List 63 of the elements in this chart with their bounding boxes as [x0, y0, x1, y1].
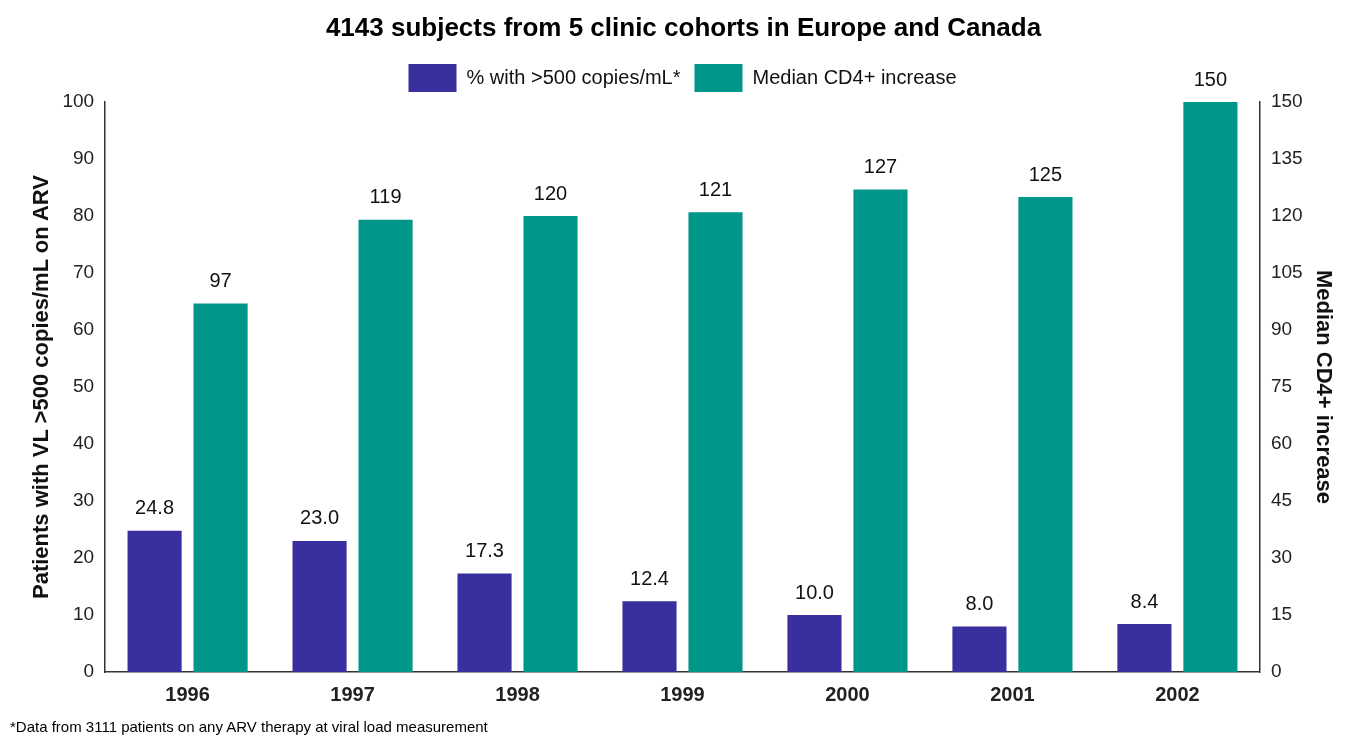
y2-tick-label: 120 — [1270, 204, 1303, 226]
bar — [523, 216, 578, 672]
y2-axis-title: Median CD4+ increase — [1311, 269, 1337, 505]
y-tick-label: 40 — [72, 432, 95, 454]
data-label: 10.0 — [795, 580, 834, 603]
y2-tick-label: 135 — [1270, 147, 1303, 169]
x-tick-label: 2002 — [1155, 682, 1200, 705]
bar — [358, 219, 413, 672]
y2-tick-label: 60 — [1270, 432, 1293, 454]
x-tick-label: 1999 — [660, 682, 705, 705]
y2-tick-label: 105 — [1270, 261, 1303, 283]
y2-tick-label: 75 — [1270, 375, 1293, 397]
y-tick-label: 50 — [72, 375, 95, 397]
bar — [1018, 197, 1073, 672]
data-label: 12.4 — [630, 566, 669, 589]
data-label: 121 — [698, 177, 733, 200]
y2-tick-label: 150 — [1270, 90, 1303, 112]
data-label: 125 — [1028, 162, 1063, 185]
bar — [1117, 624, 1172, 672]
bar — [292, 540, 347, 672]
bar — [457, 573, 512, 672]
y-tick-label: 10 — [72, 603, 95, 625]
y2-tick-label: 45 — [1270, 489, 1293, 511]
legend-label: Median CD4+ increase — [752, 65, 957, 88]
data-label: 120 — [533, 181, 568, 204]
data-label: 97 — [209, 268, 232, 291]
data-label: 8.0 — [965, 591, 994, 614]
y2-tick-label: 90 — [1270, 318, 1293, 340]
bar — [127, 530, 182, 672]
y2-tick-label: 30 — [1270, 546, 1293, 568]
data-label: 127 — [863, 154, 898, 177]
y-tick-label: 0 — [83, 660, 95, 682]
x-tick-label: 2001 — [990, 682, 1035, 705]
y-tick-label: 80 — [72, 204, 95, 226]
y-tick-label: 90 — [72, 147, 95, 169]
bar — [193, 303, 248, 672]
y2-tick-label: 0 — [1270, 660, 1282, 682]
x-tick-label: 1998 — [495, 682, 540, 705]
bar — [622, 601, 677, 672]
y-tick-label: 30 — [72, 489, 95, 511]
text: *Data from 3111 patients on any ARV therapy at viral load measurement — [10, 718, 488, 735]
data-label: 24.8 — [135, 496, 175, 519]
data-label: 119 — [369, 185, 402, 208]
y-tick-label: 100 — [62, 90, 95, 112]
chart-title: 4143 subjects from 5 clinic cohorts in Europe and Canada — [324, 12, 1043, 43]
data-label: 23.0 — [300, 506, 340, 529]
data-label: 17.3 — [465, 538, 504, 561]
legend-label: % with >500 copies/mL* — [466, 65, 681, 88]
y-tick-label: 20 — [72, 546, 95, 568]
bar — [688, 212, 743, 672]
data-label: 8.4 — [1130, 589, 1159, 612]
bar — [853, 189, 908, 672]
y-tick-label: 60 — [72, 318, 95, 340]
y2-tick-label: 15 — [1270, 603, 1293, 625]
y-tick-label: 70 — [72, 261, 95, 283]
bar — [952, 626, 1007, 672]
bar — [787, 615, 842, 672]
x-tick-label: 1996 — [165, 682, 210, 705]
x-tick-label: 2000 — [825, 682, 870, 705]
data-label: 150 — [1193, 67, 1228, 90]
y-axis-title: Patients with VL >500 copies/mL on ARV — [28, 174, 54, 600]
bar — [1183, 102, 1238, 672]
x-tick-label: 1997 — [330, 682, 375, 705]
